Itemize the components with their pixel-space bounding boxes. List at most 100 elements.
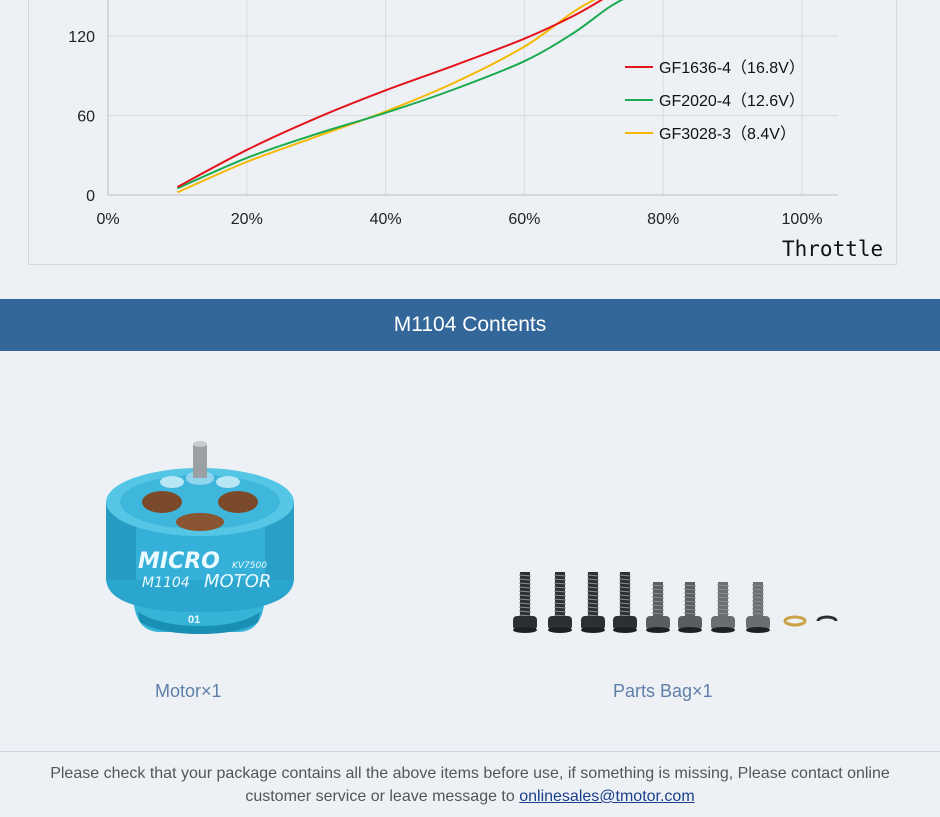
screw-thread: [586, 602, 600, 605]
washer: [783, 615, 807, 627]
screw-thread: [618, 614, 632, 617]
screw-thread: [553, 606, 567, 609]
screw-thread: [586, 610, 600, 613]
y-tick-label: 120: [68, 29, 95, 46]
motor-label-motor: MOTOR: [204, 571, 271, 592]
screw-head: [548, 616, 572, 630]
screw-head-shadow: [513, 627, 537, 633]
screw-shaft: [718, 582, 728, 618]
series-line-0: [176, 0, 604, 188]
screw-thread: [751, 584, 765, 587]
throttle-chart-panel: 0% 20% 40% 60% 80% 100% 0 60 120 GF1636-4（16.8V）…: [28, 0, 897, 265]
screw-thread: [518, 606, 532, 609]
screw-thread: [716, 596, 730, 599]
screw-thread: [618, 606, 632, 609]
support-email-link[interactable]: onlinesales@tmotor.com: [519, 788, 695, 805]
y-tick-label: 0: [86, 188, 95, 205]
screw-thread: [683, 604, 697, 607]
x-tick-label: 40%: [370, 211, 402, 228]
screw-thread: [618, 574, 632, 577]
motor-mount-label: 01: [188, 614, 200, 626]
screw-thread: [751, 612, 765, 615]
screw-thread: [751, 596, 765, 599]
screw-thread: [716, 600, 730, 603]
screw-thread: [651, 612, 665, 615]
screw-head-shadow: [746, 627, 770, 633]
screw-thread: [553, 602, 567, 605]
screw-thread: [716, 612, 730, 615]
screw-thread: [618, 602, 632, 605]
screw-thread: [586, 586, 600, 589]
screw-head-shadow: [548, 627, 572, 633]
screw-shaft: [685, 582, 695, 618]
screw-thread: [683, 592, 697, 595]
screw-thread: [683, 596, 697, 599]
screw-thread: [586, 590, 600, 593]
screw-thread: [518, 578, 532, 581]
screw-thread: [553, 578, 567, 581]
screw-thread: [586, 582, 600, 585]
screw-head-shadow: [678, 627, 702, 633]
screw-thread: [716, 608, 730, 611]
screw-thread: [518, 574, 532, 577]
screw-thread: [651, 588, 665, 591]
screw-head: [746, 616, 770, 630]
motor-label-model: M1104: [142, 575, 190, 591]
screw-thread: [618, 586, 632, 589]
screw-shaft: [753, 582, 763, 618]
screw-thread: [683, 608, 697, 611]
screw-thread: [586, 598, 600, 601]
screw-head-shadow: [711, 627, 735, 633]
x-tick-label: 80%: [647, 211, 679, 228]
screw-thread: [651, 596, 665, 599]
screw-head-shadow: [613, 627, 637, 633]
screw-thread: [518, 594, 532, 597]
screw-head-shadow: [646, 627, 670, 633]
screw-thread: [518, 598, 532, 601]
screw-thread: [518, 590, 532, 593]
x-tick-label: 60%: [508, 211, 540, 228]
screw-thread: [553, 598, 567, 601]
screw-thread: [553, 582, 567, 585]
series-line-1: [176, 0, 624, 190]
screw-thread: [518, 602, 532, 605]
screw-thread: [618, 582, 632, 585]
screw-thread: [518, 586, 532, 589]
screw-thread: [716, 604, 730, 607]
screw-thread: [586, 606, 600, 609]
screw-thread: [586, 574, 600, 577]
screw-thread: [518, 610, 532, 613]
series-line-2: [176, 0, 596, 194]
legend-label: GF1636-4（16.8V）: [659, 59, 805, 77]
contents-title: M1104 Contents: [393, 313, 547, 336]
screw-head: [678, 616, 702, 630]
screw-head: [613, 616, 637, 630]
parts-bag-caption: Parts Bag×1: [613, 681, 713, 701]
screw-thread: [553, 590, 567, 593]
screw-thread: [518, 582, 532, 585]
x-tick-label: 100%: [782, 211, 823, 228]
motor-label-kv: KV7500: [232, 561, 267, 571]
screw-thread: [751, 608, 765, 611]
screw-thread: [683, 612, 697, 615]
screw-thread: [553, 586, 567, 589]
parts-bag-image: [500, 555, 845, 645]
screw-thread: [586, 614, 600, 617]
screw-thread: [716, 588, 730, 591]
screw-head-shadow: [581, 627, 605, 633]
y-tick-label: 60: [77, 109, 95, 126]
screw-thread: [618, 590, 632, 593]
screw-thread: [518, 614, 532, 617]
screw-head: [711, 616, 735, 630]
contents-section-header: M1104 Contents: [0, 299, 940, 351]
screw-thread: [553, 574, 567, 577]
package-notice: Please check that your package contains …: [30, 762, 910, 808]
screw-thread: [651, 592, 665, 595]
screw-thread: [553, 594, 567, 597]
screw-thread: [586, 594, 600, 597]
throttle-chart: 0% 20% 40% 60% 80% 100% 0 60 120 GF1636-4（16.8V）…: [68, 0, 883, 261]
screw-thread: [586, 578, 600, 581]
e-clip: [816, 615, 838, 622]
screw-thread: [651, 600, 665, 603]
motor-label-micro: MICRO: [138, 549, 220, 574]
